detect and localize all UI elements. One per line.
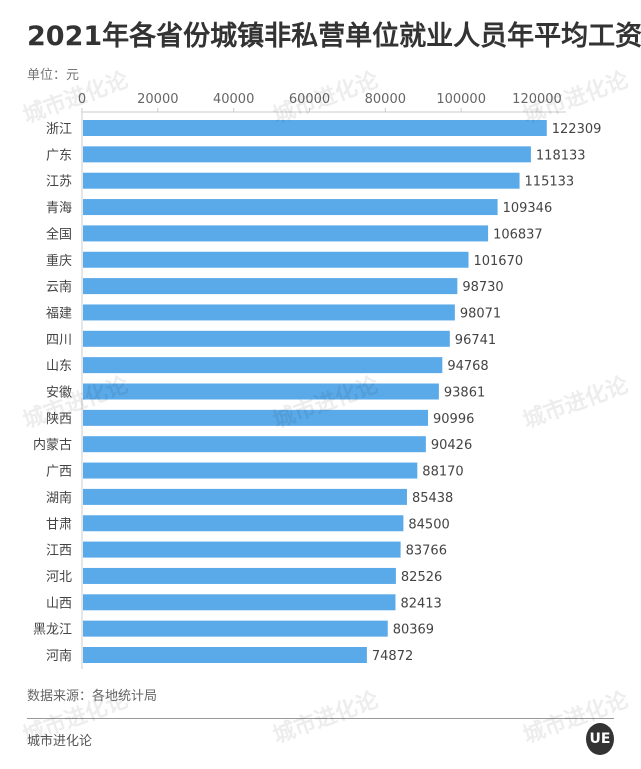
bar-云南 bbox=[83, 278, 458, 295]
x-tick-label: 0 bbox=[78, 92, 86, 107]
x-tick-label: 80000 bbox=[365, 92, 406, 107]
data-label: 96741 bbox=[455, 333, 496, 348]
category-label: 安徽 bbox=[46, 386, 72, 401]
bar-山西 bbox=[83, 594, 396, 611]
bar-黑龙江 bbox=[83, 620, 388, 637]
chart-title: 2021年各省份城镇非私营单位就业人员年平均工资 bbox=[27, 21, 641, 52]
data-label: 115133 bbox=[525, 175, 575, 190]
bar-全国 bbox=[83, 225, 489, 242]
data-label: 80369 bbox=[393, 623, 434, 638]
data-source: 数据来源：各地统计局 bbox=[27, 689, 158, 704]
data-label: 83766 bbox=[406, 544, 447, 559]
category-label: 四川 bbox=[46, 333, 72, 348]
brand-name: 城市进化论 bbox=[27, 734, 93, 749]
category-label: 河北 bbox=[46, 570, 72, 585]
x-tick-label: 40000 bbox=[213, 92, 254, 107]
category-label: 山西 bbox=[46, 596, 72, 611]
category-label: 山东 bbox=[46, 359, 72, 374]
category-label: 黑龙江 bbox=[33, 623, 72, 638]
category-label: 福建 bbox=[46, 306, 72, 321]
bar-河南 bbox=[83, 647, 367, 663]
bar-chart: 0 20000 40000 60000 80000 100000 120000 浙江 12230… bbox=[33, 92, 602, 669]
bar-湖南 bbox=[83, 488, 407, 505]
category-label: 江苏 bbox=[46, 174, 72, 190]
data-label: 122309 bbox=[552, 122, 602, 137]
x-tick-label: 60000 bbox=[289, 92, 330, 107]
category-label: 云南 bbox=[46, 279, 72, 295]
data-label: 101670 bbox=[473, 254, 523, 269]
bar-甘肃 bbox=[83, 515, 404, 532]
watermark: 城市进化论 bbox=[519, 687, 632, 749]
category-label: 重庆 bbox=[46, 253, 72, 269]
data-label: 109346 bbox=[503, 201, 553, 216]
footer-divider bbox=[27, 718, 614, 719]
bar-浙江 bbox=[83, 120, 547, 136]
brand-logo: UE bbox=[586, 723, 614, 755]
bar-青海 bbox=[83, 199, 498, 216]
bar-山东 bbox=[83, 357, 443, 374]
data-label: 98730 bbox=[462, 280, 503, 295]
data-label: 98071 bbox=[460, 306, 501, 321]
data-label: 118133 bbox=[536, 148, 586, 163]
category-label: 河南 bbox=[46, 648, 72, 664]
bar-江西 bbox=[83, 541, 401, 558]
category-label: 湖南 bbox=[46, 490, 72, 506]
data-label: 90996 bbox=[433, 412, 474, 427]
bar-四川 bbox=[83, 330, 450, 347]
data-label: 74872 bbox=[372, 649, 413, 664]
category-label: 广西 bbox=[46, 465, 72, 480]
bar-陕西 bbox=[83, 409, 429, 426]
bar-安徽 bbox=[83, 383, 439, 400]
data-label: 106837 bbox=[493, 227, 543, 242]
category-label: 浙江 bbox=[46, 122, 72, 137]
bar-广东 bbox=[83, 146, 531, 163]
x-tick-label: 100000 bbox=[436, 92, 486, 107]
bar-江苏 bbox=[83, 172, 520, 189]
category-label: 青海 bbox=[46, 201, 72, 216]
bar-广西 bbox=[83, 462, 418, 479]
watermark: 城市进化论 bbox=[269, 687, 382, 749]
category-label: 甘肃 bbox=[46, 517, 72, 532]
x-tick-label: 120000 bbox=[512, 92, 562, 107]
category-label: 陕西 bbox=[46, 412, 72, 427]
data-label: 82413 bbox=[400, 596, 441, 611]
bar-河北 bbox=[83, 567, 396, 584]
bar-内蒙古 bbox=[83, 436, 426, 453]
data-label: 90426 bbox=[431, 438, 472, 453]
data-label: 94768 bbox=[447, 359, 488, 374]
data-label: 82526 bbox=[401, 570, 442, 585]
x-tick-label: 20000 bbox=[137, 92, 178, 107]
category-label: 广东 bbox=[46, 148, 72, 163]
data-label: 85438 bbox=[412, 491, 453, 506]
data-label: 93861 bbox=[444, 386, 485, 401]
bar-重庆 bbox=[83, 251, 469, 268]
data-label: 84500 bbox=[408, 517, 449, 532]
category-label: 江西 bbox=[46, 544, 72, 559]
data-label: 88170 bbox=[422, 465, 463, 480]
category-label: 全国 bbox=[46, 226, 72, 242]
unit-label: 单位：元 bbox=[27, 68, 80, 83]
bar-福建 bbox=[83, 304, 455, 321]
category-label: 内蒙古 bbox=[33, 437, 72, 453]
